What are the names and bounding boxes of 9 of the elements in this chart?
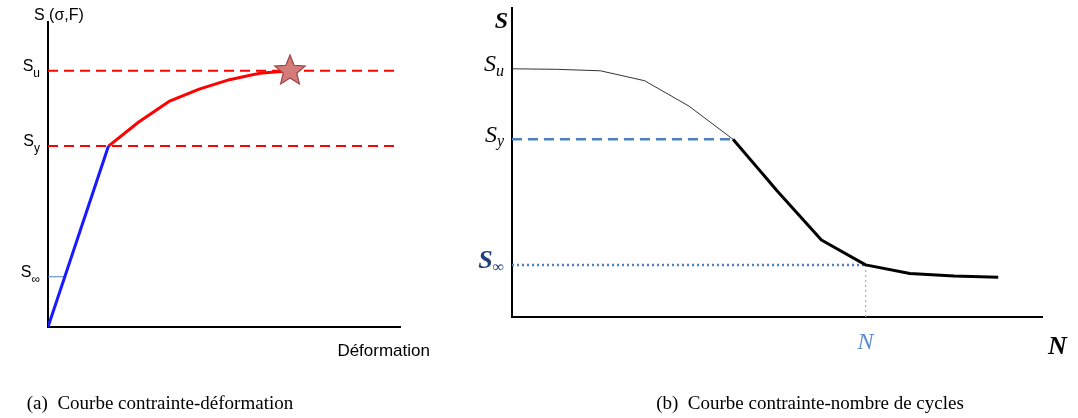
ref-line-label: S∞	[20, 263, 41, 287]
x-axis-title: Déformation	[337, 340, 430, 360]
ref-line-label: S∞	[478, 244, 504, 276]
text: N	[856, 328, 876, 355]
text: (a) Courbe contrainte-déformation	[26, 391, 294, 414]
text: (b) Courbe contrainte-nombre de cycles	[656, 391, 964, 414]
x-axis-title: N	[1047, 330, 1068, 360]
y-axis-title: S (σ,F)	[34, 6, 84, 24]
y-axis-title: S	[494, 7, 508, 34]
